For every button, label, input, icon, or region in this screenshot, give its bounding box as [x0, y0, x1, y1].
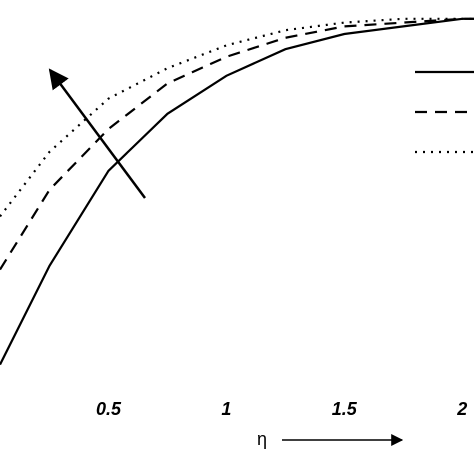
x-axis-label: η [257, 429, 267, 449]
x-tick-label: 1.5 [332, 399, 358, 419]
x-tick-label: 1 [221, 399, 231, 419]
series-line [0, 17, 474, 366]
trend-arrow [48, 68, 147, 199]
x-tick-label: 2 [456, 399, 467, 419]
x-tick-label: 0.5 [96, 399, 122, 419]
series-line [0, 17, 474, 218]
series-line [0, 17, 474, 271]
